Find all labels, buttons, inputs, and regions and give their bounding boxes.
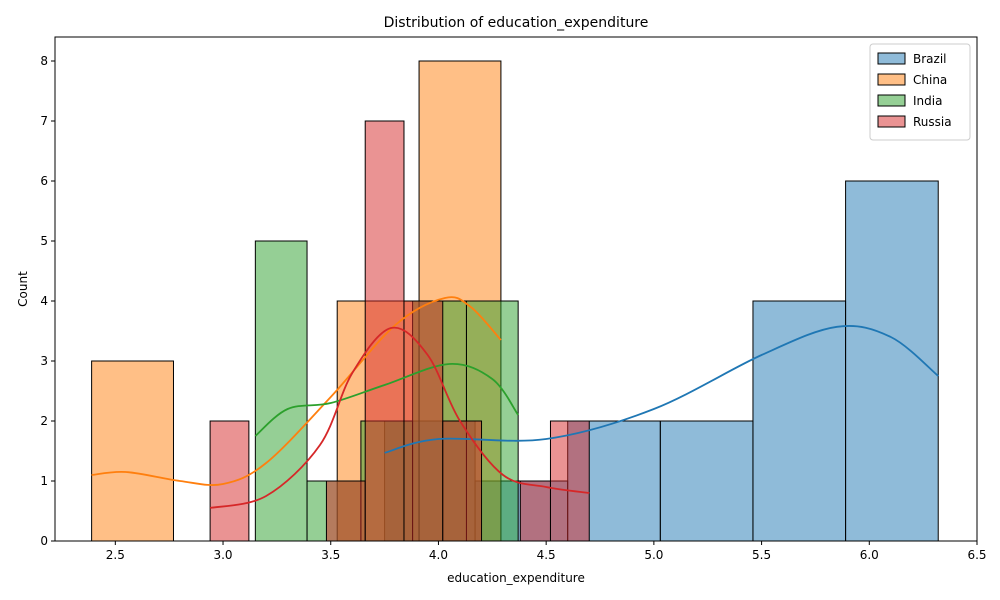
kde-line-brazil bbox=[384, 325, 939, 454]
x-tick-label: 6.5 bbox=[967, 548, 986, 562]
y-tick-label: 3 bbox=[40, 354, 48, 368]
y-axis-ticks: 0 1 2 3 4 5 6 7 8 bbox=[40, 54, 55, 548]
y-tick-label: 1 bbox=[40, 474, 48, 488]
x-tick-label: 4.5 bbox=[537, 548, 556, 562]
bar-russia-5 bbox=[403, 300, 444, 542]
legend: Brazil China India Russia bbox=[869, 43, 971, 141]
x-tick-label: 4.0 bbox=[429, 548, 448, 562]
kde-line-russia bbox=[209, 326, 590, 509]
x-axis-ticks: 2.5 3.0 3.5 4.0 4.5 5.0 5.5 6.0 6.5 bbox=[106, 541, 987, 562]
bar-brazil-5 bbox=[845, 180, 939, 542]
bar-china-0 bbox=[91, 360, 174, 542]
legend-swatch-china bbox=[877, 73, 906, 86]
y-tick-label: 4 bbox=[40, 294, 48, 308]
x-tick-label: 2.5 bbox=[106, 548, 125, 562]
legend-swatch-brazil bbox=[877, 52, 906, 65]
y-tick-label: 8 bbox=[40, 54, 48, 68]
histogram-bars bbox=[91, 60, 939, 542]
kde-line-india bbox=[254, 363, 519, 437]
bar-russia-3 bbox=[325, 480, 366, 542]
legend-label-china: China bbox=[913, 73, 947, 87]
x-tick-label: 6.0 bbox=[860, 548, 879, 562]
y-tick-label: 0 bbox=[40, 534, 48, 548]
y-axis-label: Count bbox=[16, 271, 30, 307]
bar-russia-8 bbox=[519, 480, 551, 542]
kde-line-china bbox=[91, 296, 502, 486]
bar-russia-6 bbox=[442, 420, 483, 542]
legend-label-india: India bbox=[913, 94, 942, 108]
y-tick-label: 7 bbox=[40, 114, 48, 128]
legend-label-russia: Russia bbox=[913, 115, 952, 129]
bar-russia-0 bbox=[209, 420, 250, 542]
legend-swatch-russia bbox=[877, 115, 906, 128]
legend-label-brazil: Brazil bbox=[913, 52, 947, 66]
x-tick-label: 5.0 bbox=[644, 548, 663, 562]
x-tick-label: 3.5 bbox=[321, 548, 340, 562]
bar-brazil-4 bbox=[752, 300, 847, 542]
legend-swatch-india bbox=[877, 94, 906, 107]
plot-frame bbox=[54, 36, 978, 542]
y-tick-label: 2 bbox=[40, 414, 48, 428]
kde-curves bbox=[91, 296, 939, 509]
bar-brazil-3 bbox=[659, 420, 754, 542]
x-tick-label: 3.0 bbox=[213, 548, 232, 562]
y-tick-label: 5 bbox=[40, 234, 48, 248]
y-tick-label: 6 bbox=[40, 174, 48, 188]
chart-title: Distribution of education_expenditure bbox=[384, 15, 649, 31]
bar-russia-9 bbox=[549, 420, 590, 542]
x-tick-label: 5.5 bbox=[752, 548, 771, 562]
x-axis-label: education_expenditure bbox=[447, 571, 585, 585]
bar-india-0 bbox=[254, 240, 308, 542]
